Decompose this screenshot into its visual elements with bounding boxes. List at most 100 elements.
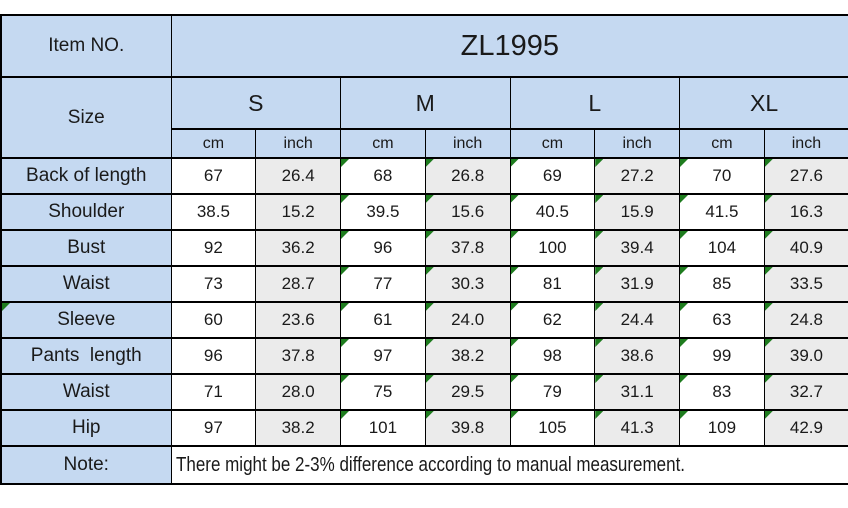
measurement-value-cell: 92 — [170, 229, 257, 267]
measurement-value-cell: 15.9 — [594, 193, 680, 231]
measurement-value-cell: 24.0 — [424, 301, 511, 339]
measurement-value-cell: 38.2 — [424, 337, 511, 375]
unit-header-cm: cm — [340, 128, 426, 159]
measurement-value-cell: 37.8 — [424, 229, 511, 267]
measurement-value-cell: 24.4 — [594, 301, 680, 339]
measurement-value-cell: 100 — [509, 229, 596, 267]
measurement-value-cell: 67 — [170, 157, 257, 195]
measurement-value-cell: 70 — [679, 157, 765, 195]
unit-header-cm: cm — [679, 128, 765, 159]
measurement-row: Shoulder 38.5 15.2 39.5 15.6 40.5 15.9 41.5 16.3 — [0, 193, 848, 231]
measurement-value-cell: 77 — [340, 265, 426, 303]
measurement-value-cell: 29.5 — [424, 373, 511, 411]
measurement-value-cell: 30.3 — [424, 265, 511, 303]
measurement-value-cell: 16.3 — [763, 193, 848, 231]
measurement-row: Waist 73 28.7 77 30.3 81 31.9 85 33.5 — [0, 265, 848, 303]
size-group-header-m: M — [340, 76, 511, 130]
measurement-value-cell: 37.8 — [255, 337, 341, 375]
size-group-header-s: S — [170, 76, 341, 130]
measurement-value-cell: 73 — [170, 265, 257, 303]
measurement-value-cell: 75 — [340, 373, 426, 411]
measurement-value-cell: 38.2 — [255, 409, 341, 447]
measurement-value-cell: 24.8 — [763, 301, 848, 339]
measurement-value-cell: 68 — [340, 157, 426, 195]
measurement-value-cell: 40.9 — [763, 229, 848, 267]
measurement-row: Sleeve 60 23.6 61 24.0 62 24.4 63 24.8 — [0, 301, 848, 339]
unit-header-cm: cm — [170, 128, 257, 159]
size-group-header-l: L — [509, 76, 680, 130]
unit-header-cm: cm — [509, 128, 596, 159]
measurement-value-cell: 41.3 — [594, 409, 680, 447]
measurement-value-cell: 31.1 — [594, 373, 680, 411]
measurement-value-cell: 27.2 — [594, 157, 680, 195]
measurement-value-cell: 83 — [679, 373, 765, 411]
measurement-value-cell: 97 — [340, 337, 426, 375]
measurement-value-cell: 36.2 — [255, 229, 341, 267]
measurement-row: Waist 71 28.0 75 29.5 79 31.1 83 32.7 — [0, 373, 848, 411]
size-groups-row: Size S M L XL — [0, 76, 848, 159]
measurement-value-cell: 62 — [509, 301, 596, 339]
measurement-value-cell: 28.0 — [255, 373, 341, 411]
item-no-value: ZL1995 — [170, 14, 848, 78]
measurement-value-cell: 96 — [170, 337, 257, 375]
measurement-value-cell: 31.9 — [594, 265, 680, 303]
measurement-row: Hip 97 38.2 101 39.8 105 41.3 109 42.9 — [0, 409, 848, 447]
unit-header-inch: inch — [594, 128, 680, 159]
item-no-label: Item NO. — [0, 14, 172, 78]
measurement-value-cell: 33.5 — [763, 265, 848, 303]
measurement-value-cell: 61 — [340, 301, 426, 339]
measurement-value-cell: 41.5 — [679, 193, 765, 231]
unit-header-inch: inch — [255, 128, 341, 159]
measurement-value-cell: 97 — [170, 409, 257, 447]
measurement-row: Back of length 67 26.4 68 26.8 69 27.2 70 27.6 — [0, 157, 848, 195]
measurement-value-cell: 69 — [509, 157, 596, 195]
measurement-value-cell: 39.4 — [594, 229, 680, 267]
item-no-row: Item NO. ZL1995 — [0, 14, 848, 78]
measurement-value-cell: 71 — [170, 373, 257, 411]
measurement-value-cell: 79 — [509, 373, 596, 411]
measurement-value-cell: 15.2 — [255, 193, 341, 231]
unit-header-inch: inch — [424, 128, 511, 159]
row-label: Bust — [0, 229, 172, 267]
measurement-value-cell: 39.0 — [763, 337, 848, 375]
measurement-value-cell: 23.6 — [255, 301, 341, 339]
measurement-value-cell: 98 — [509, 337, 596, 375]
row-label: Pants length — [0, 337, 172, 375]
units-row: cm inch cm inch cm inch cm inch — [1, 128, 848, 159]
row-label: Waist — [0, 265, 172, 303]
measurement-value-cell: 81 — [509, 265, 596, 303]
note-cell: There might be 2-3% difference according… — [170, 445, 848, 485]
row-label: Shoulder — [0, 193, 172, 231]
measurement-value-cell: 99 — [679, 337, 765, 375]
measurement-value-cell: 38.6 — [594, 337, 680, 375]
row-label: Sleeve — [0, 301, 172, 339]
measurement-value-cell: 39.8 — [424, 409, 511, 447]
note-text: There might be 2-3% difference according… — [175, 453, 685, 476]
measurement-value-cell: 26.4 — [255, 157, 341, 195]
measurement-value-cell: 42.9 — [763, 409, 848, 447]
measurement-value-cell: 101 — [340, 409, 426, 447]
size-label: Size — [0, 76, 172, 159]
note-row: Note: There might be 2-3% difference acc… — [0, 445, 848, 485]
measurement-value-cell: 40.5 — [509, 193, 596, 231]
measurement-value-cell: 38.5 — [170, 193, 257, 231]
size-chart-body: Item NO. ZL1995 Size S M L XL cm inch cm inch c… — [0, 14, 848, 485]
measurement-value-cell: 15.6 — [424, 193, 511, 231]
measurement-value-cell: 26.8 — [424, 157, 511, 195]
row-label: Back of length — [0, 157, 172, 195]
measurement-value-cell: 27.6 — [763, 157, 848, 195]
measurement-value-cell: 60 — [170, 301, 257, 339]
measurement-value-cell: 85 — [679, 265, 765, 303]
size-chart-table: Item NO. ZL1995 Size S M L XL cm inch cm inch c… — [0, 14, 848, 485]
measurement-value-cell: 96 — [340, 229, 426, 267]
measurement-value-cell: 32.7 — [763, 373, 848, 411]
row-label: Waist — [0, 373, 172, 411]
measurement-value-cell: 28.7 — [255, 265, 341, 303]
note-label: Note: — [0, 445, 172, 485]
unit-header-inch: inch — [763, 128, 848, 159]
row-label: Hip — [0, 409, 172, 447]
measurement-row: Bust 92 36.2 96 37.8 100 39.4 104 40.9 — [0, 229, 848, 267]
measurement-value-cell: 105 — [509, 409, 596, 447]
measurement-value-cell: 63 — [679, 301, 765, 339]
measurement-value-cell: 104 — [679, 229, 765, 267]
